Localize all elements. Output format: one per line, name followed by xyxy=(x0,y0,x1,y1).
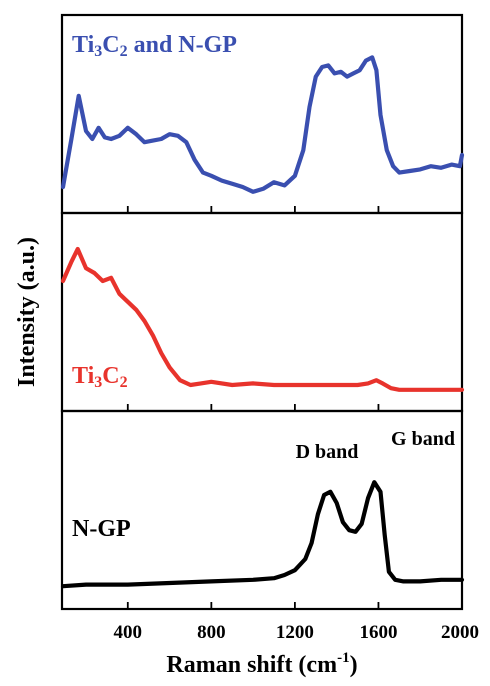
x-tick-label: 400 xyxy=(114,622,143,643)
series-label-ti3c2-and-ngp: Ti3C2 and N-GP xyxy=(72,32,237,60)
x-tick-label: 1600 xyxy=(359,622,397,643)
series-line-ngp xyxy=(60,480,465,589)
annotation-d-band: D band xyxy=(296,441,359,463)
series-line-ti3c2 xyxy=(60,246,465,392)
x-axis-title: Raman shift (cm-1) xyxy=(166,650,357,678)
y-axis-title: Intensity (a.u.) xyxy=(14,237,40,387)
x-axis-ticks: 400 800 1200 1600 2000 xyxy=(114,206,479,643)
panel-frame-bottom xyxy=(60,409,464,611)
x-tick-label: 2000 xyxy=(441,622,479,643)
series-label-ngp: N-GP xyxy=(72,516,131,542)
annotation-g-band: G band xyxy=(391,428,455,450)
series-line-ti3c2-and-ngp xyxy=(60,55,465,194)
series-label-ti3c2: Ti3C2 xyxy=(72,363,128,391)
x-tick-label: 1200 xyxy=(276,622,314,643)
x-tick-label: 800 xyxy=(197,622,226,643)
